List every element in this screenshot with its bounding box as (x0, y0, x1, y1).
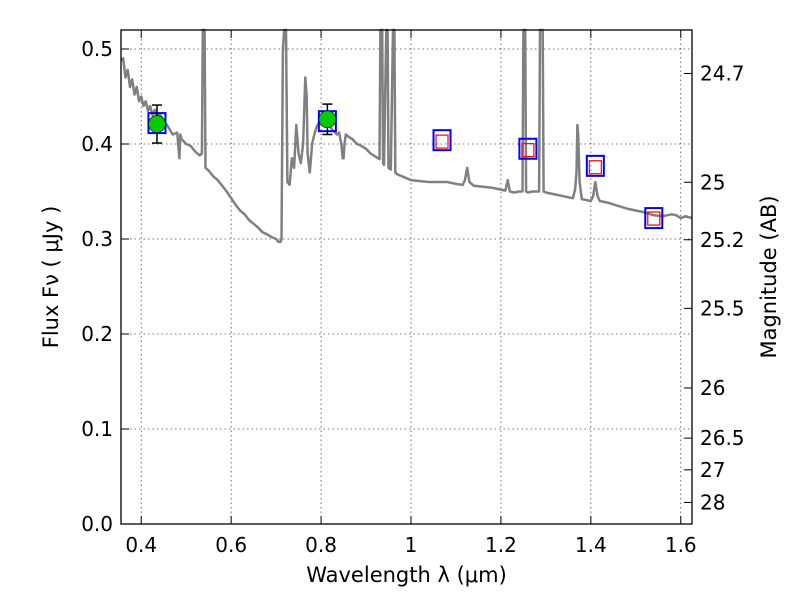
observed-circle-marker (318, 110, 337, 129)
photometry-marks (147, 103, 664, 230)
model-square-marker (644, 207, 664, 230)
x-tick-label: 0.8 (305, 533, 337, 557)
x-tick-label: 0.4 (125, 533, 157, 557)
y2-tick-label: 25.5 (700, 296, 745, 320)
limit-square-marker (521, 143, 535, 158)
y2-tick-label: 27 (700, 458, 725, 482)
y-axis-label: Flux Fν ( μJy ) (39, 206, 63, 349)
y2-tick-label: 26 (700, 376, 725, 400)
model-square-marker (518, 137, 538, 160)
y-tick-label: 0.3 (81, 227, 113, 251)
limit-square-marker (588, 160, 602, 175)
y2-tick-label: 24.7 (700, 62, 745, 86)
y-tick-label: 0.0 (81, 512, 113, 536)
y2-tick-label: 26.5 (700, 426, 745, 450)
y2-tick-label: 25 (700, 170, 725, 194)
x-tick-label: 1.4 (575, 533, 607, 557)
x-axis-label: Wavelength λ (μm) (306, 563, 507, 587)
y-tick-label: 0.5 (81, 37, 113, 61)
grid (121, 30, 692, 525)
limit-square-marker (647, 211, 661, 226)
y-tick-label: 0.1 (81, 417, 113, 441)
y2-tick-label: 25.2 (700, 228, 745, 252)
y2-tick-label: 28 (700, 490, 725, 514)
axis-ticks: 0.4 0.6 0.8 1 1.2 1.4 1.6 0.0 0.1 0.2 0.3 0.4 0.5 24.… (81, 30, 745, 557)
x-tick-label: 0.6 (215, 533, 247, 557)
x-tick-label: 1.2 (485, 533, 517, 557)
x-tick-label: 1 (405, 533, 418, 557)
observed-circle-marker (148, 115, 166, 133)
model-square-marker (432, 129, 452, 152)
y2-axis-label: Magnitude (AB) (757, 195, 781, 358)
plot-frame (120, 29, 693, 525)
spectrum-line (120, 28, 693, 244)
x-tick-label: 1.6 (665, 533, 697, 557)
y-tick-label: 0.4 (81, 132, 113, 156)
model-square-marker (585, 154, 605, 177)
limit-square-marker (435, 134, 449, 149)
y-tick-label: 0.2 (81, 322, 113, 346)
